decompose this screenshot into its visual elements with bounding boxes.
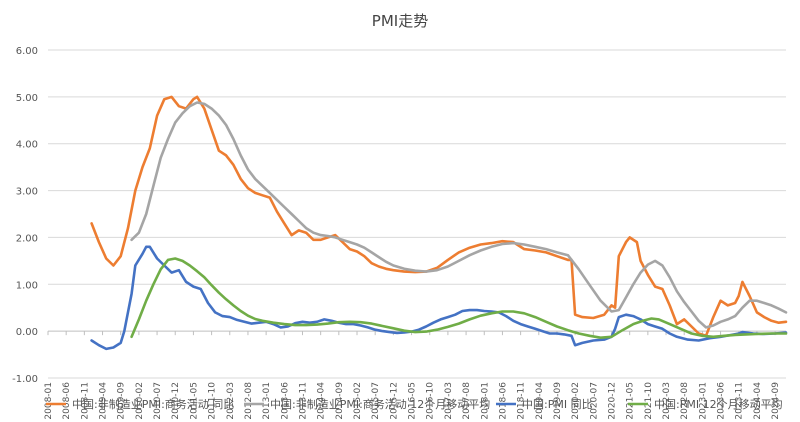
x-tick-label: 2013-01	[262, 382, 272, 420]
legend-label-services-pmi-12m-avg: 中国:非制造业PMI:商务活动 12个月移动平均	[270, 397, 490, 411]
gridlines	[48, 49, 786, 379]
x-axis-ticks: 2008-01 2008-06 2008-11 2009-04 2009-09 2010-…	[44, 331, 781, 420]
series-line-services-pmi-12m-avg	[130, 101, 788, 329]
x-tick-label: 2017-03	[444, 382, 454, 420]
x-tick-label: 2018-01	[480, 382, 490, 420]
x-tick-label: 2008-01	[44, 382, 54, 420]
series-lines	[90, 95, 788, 351]
y-tick-label: 2.00	[16, 233, 38, 244]
x-tick-label: 2021-10	[644, 382, 654, 420]
y-tick-label: 6.00	[16, 46, 38, 57]
x-tick-label: 2021-05	[626, 382, 636, 420]
x-tick-label: 2019-04	[535, 382, 545, 420]
x-tick-label: 2011-05	[189, 382, 199, 420]
x-tick-label: 2020-12	[607, 382, 617, 420]
legend-label-services-pmi-yoy: 中国:非制造业PMI:商务活动 同比	[72, 397, 234, 411]
chart-title: PMI走势	[372, 12, 428, 30]
x-tick-label: 2013-06	[280, 382, 290, 420]
x-tick-label: 2008-06	[62, 382, 72, 420]
y-tick-label: 4.00	[16, 140, 38, 151]
y-axis-ticks: 6.00 5.00 4.00 3.00 2.00 1.00 0.00 -1.00	[12, 46, 38, 385]
y-tick-label: 1.00	[16, 280, 38, 291]
x-tick-label: 2014-04	[317, 382, 327, 420]
y-tick-label: 3.00	[16, 187, 38, 198]
x-tick-label: 2015-07	[371, 382, 381, 420]
x-tick-label: 2024-04	[753, 382, 763, 420]
legend-label-pmi-yoy: 中国:PMI 同比	[522, 398, 593, 411]
x-tick-label: 2010-07	[153, 382, 163, 420]
legend-label-pmi-12m-avg: 中国:PMI 12个月移动平均	[654, 398, 783, 411]
x-tick-label: 2022-08	[680, 382, 690, 420]
x-tick-label: 2016-10	[426, 382, 436, 420]
x-tick-label: 2018-06	[498, 382, 508, 420]
x-tick-label: 2023-06	[717, 382, 727, 420]
x-tick-label: 2013-11	[298, 382, 308, 420]
x-tick-label: 2023-11	[735, 382, 745, 420]
x-tick-label: 2010-02	[135, 382, 145, 420]
legend: 中国:非制造业PMI:商务活动 同比 中国:非制造业PMI:商务活动 12个月移动…	[46, 397, 783, 411]
x-tick-label: 2022-03	[662, 382, 672, 420]
x-tick-label: 2023-01	[698, 382, 708, 420]
x-tick-label: 2019-09	[553, 382, 563, 420]
x-tick-label: 2009-09	[117, 382, 127, 420]
y-tick-label: -1.00	[12, 374, 38, 385]
y-tick-label: 5.00	[16, 93, 38, 104]
x-tick-label: 2011-10	[208, 382, 218, 420]
x-tick-label: 2018-11	[517, 382, 527, 420]
series-line-pmi-12m-avg	[130, 257, 788, 339]
x-tick-label: 2015-12	[389, 382, 399, 420]
x-tick-label: 2020-07	[589, 382, 599, 420]
y-tick-label: 0.00	[16, 327, 38, 338]
x-tick-label: 2024-09	[771, 382, 781, 420]
x-tick-label: 2008-11	[80, 382, 90, 420]
x-tick-label: 2014-09	[335, 382, 345, 420]
x-tick-label: 2016-05	[408, 382, 418, 420]
x-tick-label: 2012-08	[244, 382, 254, 420]
x-tick-label: 2012-03	[226, 382, 236, 420]
x-tick-label: 2015-02	[353, 382, 363, 420]
x-tick-label: 2017-08	[462, 382, 472, 420]
x-tick-label: 2010-12	[171, 382, 181, 420]
x-tick-label: 2020-02	[571, 382, 581, 420]
x-tick-label: 2009-04	[99, 382, 109, 420]
